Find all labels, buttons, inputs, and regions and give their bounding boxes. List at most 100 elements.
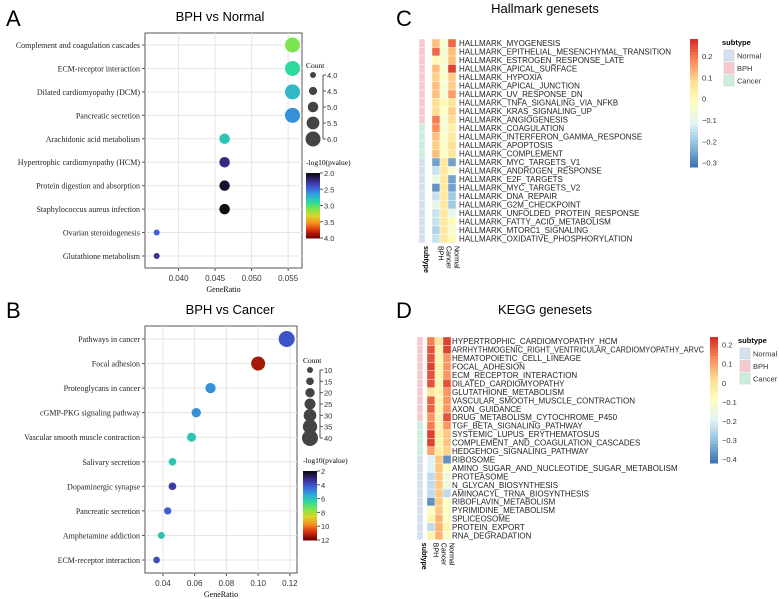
colorbar-segment bbox=[710, 343, 718, 347]
heatmap-cell bbox=[431, 123, 441, 133]
colorbar-segment bbox=[710, 384, 718, 388]
heatmap-cell bbox=[426, 514, 436, 524]
colorbar-label: 12 bbox=[321, 536, 329, 545]
color-legend-title: -log10(pvalue) bbox=[306, 158, 351, 167]
heatmap-cell bbox=[447, 183, 457, 193]
size-legend-dot bbox=[306, 116, 320, 130]
size-legend-dot bbox=[310, 72, 316, 78]
colorbar-segment bbox=[303, 505, 317, 508]
heatmap-cell bbox=[434, 472, 444, 481]
subtype-cell bbox=[418, 64, 426, 74]
row-label: ECM_RECEPTOR_INTERACTION bbox=[452, 371, 577, 380]
subtype-cell bbox=[418, 98, 426, 108]
heatmap-cell bbox=[434, 353, 444, 363]
colorbar-segment bbox=[306, 220, 320, 223]
size-legend-label: 6.0 bbox=[327, 135, 337, 144]
row-label: HALLMARK_COMPLEMENT bbox=[459, 150, 563, 159]
colorbar-label: 2.0 bbox=[324, 169, 334, 178]
colorbar-segment bbox=[710, 440, 718, 445]
heatmap-cell bbox=[442, 404, 452, 414]
colorbar-segment bbox=[303, 527, 317, 531]
colorbar-segment bbox=[690, 51, 698, 56]
heatmap-cell bbox=[426, 379, 436, 388]
colorbar-segment bbox=[710, 368, 718, 373]
row-label: HEDGEHOG_SIGNALING_PATHWAY bbox=[452, 447, 589, 456]
colorbar-segment bbox=[690, 144, 698, 149]
colorbar-segment bbox=[306, 233, 320, 236]
heatmap-cell bbox=[431, 183, 441, 193]
colorbar-label: −0.2 bbox=[702, 137, 717, 146]
colorbar-segment bbox=[690, 128, 698, 133]
subtype-cell bbox=[416, 488, 424, 498]
subtype-legend-label: Normal bbox=[737, 52, 762, 61]
heatmap-cell bbox=[439, 123, 449, 133]
colorbar-segment bbox=[690, 58, 698, 62]
data-point bbox=[285, 84, 301, 100]
size-legend-dot bbox=[302, 419, 318, 434]
column-label: Normal bbox=[453, 246, 460, 269]
heatmap-cell bbox=[442, 505, 452, 515]
heatmap-cell bbox=[431, 72, 441, 82]
subtype-cell bbox=[416, 362, 424, 372]
colorbar-segment bbox=[303, 529, 317, 532]
heatmap-cell bbox=[434, 429, 444, 439]
heatmap-cell bbox=[426, 472, 436, 481]
heatmap-cell bbox=[447, 157, 457, 167]
colorbar-segment bbox=[710, 422, 718, 426]
row-label: AMINO_SUGAR_AND_NUCLEOTIDE_SUGAR_METABOL… bbox=[452, 464, 678, 473]
x-axis-label: GeneRatio bbox=[204, 590, 238, 599]
heatmap-cell bbox=[442, 429, 452, 439]
row-label: HALLMARK_FATTY_ACID_METABOLISM bbox=[459, 218, 611, 227]
row-label: PROTEIN_EXPORT bbox=[452, 523, 525, 532]
category-label: ECM-receptor interaction bbox=[58, 64, 140, 73]
colorbar-segment bbox=[710, 409, 718, 414]
heatmap-cell bbox=[439, 132, 449, 142]
subtype-legend-swatch bbox=[723, 62, 735, 74]
size-legend-label: 5.0 bbox=[327, 103, 337, 112]
heatmap-cell bbox=[431, 132, 441, 142]
colorbar-segment bbox=[303, 524, 317, 527]
colorbar-segment bbox=[306, 174, 320, 177]
size-legend-dot bbox=[303, 409, 317, 422]
size-legend-label: 30 bbox=[324, 411, 332, 420]
size-legend-dot bbox=[307, 101, 319, 113]
colorbar-segment bbox=[306, 207, 320, 210]
heatmap-cell bbox=[447, 47, 457, 57]
heatmap-cell bbox=[442, 387, 452, 397]
heatmap-cell bbox=[442, 438, 452, 448]
heatmap-cell bbox=[439, 115, 449, 125]
heatmap-cell bbox=[426, 497, 436, 507]
category-label: Arachidonic acid metabolism bbox=[46, 135, 141, 144]
colorbar-segment bbox=[710, 444, 718, 448]
heatmap-cell bbox=[431, 55, 441, 65]
size-legend-label: 4.0 bbox=[327, 71, 337, 80]
colorbar-label: 8 bbox=[321, 508, 325, 517]
data-point bbox=[251, 356, 266, 371]
heatmap-cell bbox=[434, 446, 444, 456]
colorbar-segment bbox=[710, 459, 718, 464]
subtype-cell bbox=[416, 531, 424, 540]
data-point bbox=[278, 331, 295, 347]
heatmap-cell bbox=[431, 191, 441, 201]
heatmap-cell bbox=[431, 64, 441, 74]
heatmap-cell bbox=[442, 463, 452, 473]
colorbar-label: 0.1 bbox=[702, 73, 712, 82]
heatmap-cell bbox=[426, 488, 436, 498]
column-label: Cancer bbox=[445, 246, 452, 269]
data-point bbox=[186, 432, 196, 442]
colorbar-segment bbox=[690, 64, 698, 69]
data-point bbox=[164, 507, 172, 515]
colorbar-segment bbox=[710, 387, 718, 392]
row-label: SPLICEOSOME bbox=[452, 515, 510, 524]
heatmap-cell bbox=[431, 208, 441, 218]
heatmap-cell bbox=[426, 395, 436, 405]
row-label: DRUG_METABOLISM_CYTOCHROME_P450 bbox=[452, 413, 618, 422]
heatmap-cell bbox=[434, 514, 444, 524]
subtype-cell bbox=[416, 412, 424, 422]
colorbar-segment bbox=[306, 225, 320, 228]
colorbar-segment bbox=[710, 381, 718, 385]
category-label: Proteoglycans in cancer bbox=[64, 384, 141, 393]
heatmap-cell bbox=[442, 379, 452, 388]
subtype-legend-swatch bbox=[723, 74, 735, 87]
